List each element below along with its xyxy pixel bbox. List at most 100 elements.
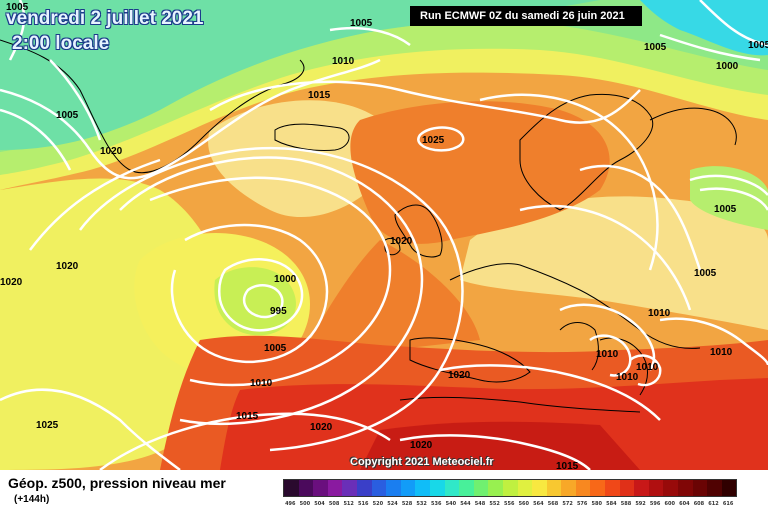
color-scale-label: 564 <box>533 501 544 507</box>
color-scale-swatch <box>517 480 533 496</box>
legend-subtitle: (+144h) <box>14 494 50 505</box>
isobar-label: 1020 <box>100 146 123 157</box>
isobar-label: 1020 <box>410 440 433 451</box>
isobar-label: 1010 <box>710 347 733 358</box>
color-scale-label: 560 <box>518 501 530 507</box>
isobar-label: 1000 <box>716 61 739 72</box>
field-teal <box>0 0 600 150</box>
color-scale-label: 556 <box>503 501 515 507</box>
color-scale-label: 516 <box>358 501 369 507</box>
color-scale-swatch <box>444 480 460 496</box>
isobar-label: 1005 <box>6 2 29 13</box>
color-scale-swatch <box>634 480 649 496</box>
field-deeporange-mid <box>300 240 480 360</box>
legend-title: Géop. z500, pression niveau mer <box>8 475 226 491</box>
isobar-label: 1015 <box>308 90 331 101</box>
color-scale-label: 540 <box>445 501 457 507</box>
color-scale-swatch <box>342 480 357 496</box>
color-scale-label: 580 <box>591 501 602 507</box>
isobar-label: 1005 <box>350 18 373 29</box>
color-scale <box>283 479 738 497</box>
field-lightyellow-europe <box>460 196 768 330</box>
isobar-label: 1015 <box>236 411 259 422</box>
color-scale-label: 536 <box>431 501 442 507</box>
color-scale-label: 592 <box>635 501 646 507</box>
color-scale-label: 504 <box>314 501 325 507</box>
isobar-label: 1010 <box>636 362 659 373</box>
isobar-label: 1020 <box>0 277 23 288</box>
isobar-label: 1020 <box>56 261 79 272</box>
color-scale-label: 528 <box>401 501 413 507</box>
color-scale-label: 548 <box>474 501 486 507</box>
isobar-lines <box>0 0 768 470</box>
color-scale-swatch <box>371 480 387 496</box>
isobar-label: 1010 <box>332 56 355 67</box>
color-scale-swatch <box>663 480 679 496</box>
isobar-label: 1005 <box>694 268 717 279</box>
copyright-text: Copyright 2021 Meteociel.fr <box>350 456 494 468</box>
color-scale-swatch <box>415 480 430 496</box>
isobar-label: 1010 <box>250 378 273 389</box>
isobar-label: 995 <box>270 306 287 317</box>
isobar-label: 1000 <box>274 274 297 285</box>
color-scale-swatch <box>313 480 328 496</box>
isobar-label: 1020 <box>448 370 471 381</box>
color-scale-label: 600 <box>664 501 675 507</box>
isobar-label: 1005 <box>644 42 667 53</box>
color-scale-swatch <box>575 480 591 496</box>
color-scale-swatch <box>590 480 606 496</box>
forecast-date: vendredi 2 juillet 2021 <box>6 8 204 29</box>
field-green-low <box>214 267 296 336</box>
color-scale-swatch <box>546 480 562 496</box>
color-scale-swatch <box>561 480 576 496</box>
color-scale-label: 520 <box>372 501 384 507</box>
color-scale-label: 532 <box>416 501 427 507</box>
color-scale-label: 612 <box>708 501 719 507</box>
isobar-label: 1005 <box>748 40 768 51</box>
isobar-label: 1005 <box>714 204 737 215</box>
color-scale-swatch <box>532 480 547 496</box>
color-scale-swatch <box>619 480 635 496</box>
isobar-label: 1005 <box>264 343 287 354</box>
color-scale-label: 524 <box>387 501 398 507</box>
color-scale-labels: 496 500 504 508 512 516 520 524 528 532 536 540 544 5… <box>283 501 735 509</box>
color-scale-label: 596 <box>649 501 661 507</box>
color-scale-swatch <box>284 480 299 496</box>
color-scale-swatch <box>648 480 664 496</box>
map-svg: 1005 1010 1015 1020 1020 1025 1005 995 1… <box>0 0 768 470</box>
color-scale-label: 584 <box>606 501 617 507</box>
color-scale-swatch <box>678 480 693 496</box>
color-scale-swatch <box>298 480 314 496</box>
field-deeporange-north <box>350 101 610 244</box>
isobar-label: 1020 <box>310 422 333 433</box>
color-scale-label: 608 <box>693 501 705 507</box>
isobar-label: 1010 <box>648 308 671 319</box>
color-scale-swatch <box>400 480 416 496</box>
color-scale-label: 576 <box>576 501 588 507</box>
color-scale-swatch <box>692 480 708 496</box>
color-scale-swatch <box>605 480 620 496</box>
color-scale-swatch <box>429 480 445 496</box>
forecast-local-time: 2:00 locale <box>12 33 110 54</box>
field-cyan-ne <box>640 0 768 56</box>
isobar-label: 1020 <box>390 236 413 247</box>
color-scale-swatch <box>502 480 518 496</box>
weather-map: 1005 1010 1015 1020 1020 1025 1005 995 1… <box>0 0 768 470</box>
color-scale-swatch <box>488 480 503 496</box>
color-scale-swatch <box>356 480 372 496</box>
color-scale-label: 604 <box>679 501 690 507</box>
color-scale-label: 544 <box>460 501 471 507</box>
isobar-label: 1005 <box>56 110 79 121</box>
color-scale-label: 508 <box>328 501 340 507</box>
color-scale-swatch <box>327 480 343 496</box>
color-scale-label: 552 <box>489 501 500 507</box>
color-scale-label: 496 <box>285 501 296 507</box>
isobar-label: 1025 <box>36 420 59 431</box>
color-scale-label: 512 <box>343 501 354 507</box>
color-scale-label: 572 <box>562 501 573 507</box>
color-scale-label: 616 <box>722 501 734 507</box>
model-run-info: Run ECMWF 0Z du samedi 26 juin 2021 <box>410 6 642 26</box>
color-scale-swatch <box>386 480 401 496</box>
color-scale-label: 500 <box>299 501 311 507</box>
isobar-label: 1010 <box>616 372 639 383</box>
